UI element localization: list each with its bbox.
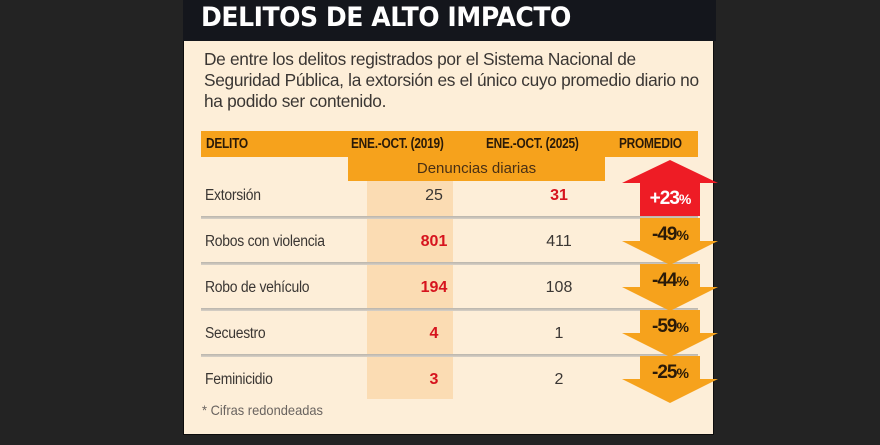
cell-2019: 801 — [420, 233, 448, 250]
footnote: * Cifras redondeadas — [202, 402, 324, 418]
row-divider — [201, 216, 698, 219]
percent-sign: % — [676, 319, 689, 335]
cell-2019: 4 — [429, 325, 439, 342]
percent-sign: % — [676, 227, 689, 243]
table-row: Feminicidio 3 2 -25% — [201, 356, 718, 403]
subheader-denuncias-diarias: Denuncias diarias — [348, 157, 605, 181]
promedio-value: +23% — [620, 188, 720, 210]
arrow-down-icon: -59% — [620, 310, 720, 357]
cell-delito: Robos con violencia — [205, 233, 325, 250]
table-row: Secuestro 4 1 -59% — [201, 310, 718, 357]
cell-2025: 31 — [550, 187, 568, 204]
arrow-down-shape — [622, 218, 718, 265]
cell-delito: Extorsión — [205, 187, 261, 204]
cell-2025: 411 — [546, 233, 572, 250]
arrow-up-icon: +23% — [620, 160, 720, 219]
header-2025: ENE.-OCT. (2025) — [486, 136, 579, 152]
cell-delito: Robo de vehículo — [205, 279, 310, 296]
promedio-value: -44% — [620, 270, 720, 292]
cell-delito: Feminicidio — [205, 371, 273, 388]
header-2019: ENE.-OCT. (2019) — [351, 136, 444, 152]
promedio-number: -44 — [652, 270, 677, 291]
table-row: Robo de vehículo 194 108 -44% — [201, 264, 718, 311]
promedio-number: -25 — [652, 362, 677, 383]
arrow-down-icon: -44% — [620, 264, 720, 311]
promedio-value: -59% — [620, 316, 720, 338]
promedio-value: -49% — [620, 224, 720, 246]
cell-2025: 108 — [545, 279, 573, 296]
percent-sign: % — [676, 365, 689, 381]
table-row: Extorsión 25 31 +23% — [201, 160, 718, 219]
cell-2025: 2 — [554, 371, 564, 388]
cell-2019: 3 — [429, 371, 439, 388]
arrow-down-shape — [622, 310, 718, 357]
table-row: Robos con violencia 801 411 -49% — [201, 218, 718, 265]
cell-2025: 1 — [554, 325, 564, 342]
arrow-down-icon: -49% — [620, 218, 720, 265]
promedio-number: -59 — [652, 316, 677, 337]
percent-sign: % — [676, 273, 689, 289]
intro-text: De entre los delitos registrados por el … — [204, 49, 699, 111]
promedio-number: -49 — [652, 224, 677, 245]
arrow-down-shape — [622, 356, 718, 403]
arrow-down-shape — [622, 264, 718, 311]
row-divider — [201, 354, 698, 357]
cell-2019: 194 — [420, 279, 448, 296]
arrow-down-icon: -25% — [620, 356, 720, 403]
page-title: DELITOS DE ALTO IMPACTO — [201, 2, 571, 33]
header-delito: DELITO — [206, 136, 248, 152]
percent-sign: % — [678, 191, 691, 207]
table-header: DELITO ENE.-OCT. (2019) ENE.-OCT. (2025)… — [201, 131, 698, 157]
infographic: DELITOS DE ALTO IMPACTO De entre los del… — [183, 0, 718, 437]
row-divider — [201, 262, 698, 265]
row-divider — [201, 308, 698, 311]
title-bar: DELITOS DE ALTO IMPACTO — [183, 0, 716, 41]
arrow-up-shape — [622, 160, 718, 216]
promedio-number: +23 — [649, 188, 680, 209]
cell-delito: Secuestro — [205, 325, 266, 342]
header-promedio: PROMEDIO — [619, 136, 682, 152]
promedio-value: -25% — [620, 362, 720, 384]
cell-2019: 25 — [425, 187, 443, 204]
